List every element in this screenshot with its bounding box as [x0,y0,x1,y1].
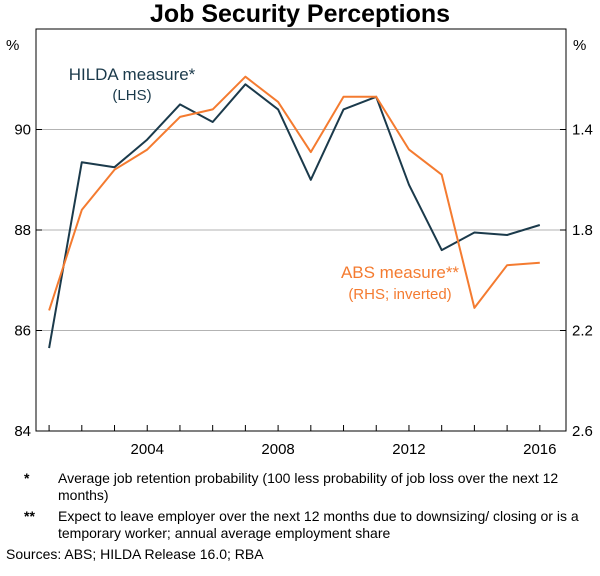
series-label: HILDA measure* [69,65,196,84]
series-sublabel: (RHS; inverted) [348,286,451,303]
right-tick-label: 2.2 [572,323,593,340]
series-labels: HILDA measure* (LHS) ABS measure** (RHS; in… [69,65,460,303]
footnotes: * Average job retention probability (100… [6,470,596,563]
right-tick-label: 1.4 [572,122,593,139]
series-sublabel: (LHS) [112,87,151,104]
footnote-abs: ** Expect to leave employer over the nex… [6,508,596,542]
left-axis-unit: % [6,37,19,54]
footnote-hilda: * Average job retention probability (100… [6,470,596,504]
sources-line: Sources: ABS; HILDA Release 16.0; RBA [6,546,264,562]
series-line [48,83,541,349]
footnote-marker: * [24,470,30,486]
gridlines [36,129,566,331]
right-tick-label: 1.8 [572,222,593,239]
left-tick-label: 84 [14,423,31,440]
footnote-text: Average job retention probability (100 l… [58,470,559,503]
job-security-chart: Job Security Perceptions % % 84 86 88 90 2.6… [6,0,593,458]
left-tick-label: 88 [14,222,31,239]
x-tick-label: 2008 [261,441,294,458]
chart-title: Job Security Perceptions [150,0,450,28]
x-tick-label: 2004 [131,441,164,458]
series-label: ABS measure** [341,263,459,282]
left-tick-label: 86 [14,323,31,340]
left-tick-label: 90 [14,122,31,139]
series-lines [48,75,541,349]
series-line [48,75,540,311]
x-tick-label: 2016 [523,441,556,458]
axes: 84 86 88 90 2.6 2.2 1.8 1.4 2004 2008 2012 2016 [14,28,593,458]
x-tick-label: 2012 [392,441,425,458]
right-tick-label: 2.6 [572,423,593,440]
right-axis-unit: % [573,37,586,54]
footnote-text: Expect to leave employer over the next 1… [58,508,579,541]
footnote-marker: ** [24,508,35,524]
